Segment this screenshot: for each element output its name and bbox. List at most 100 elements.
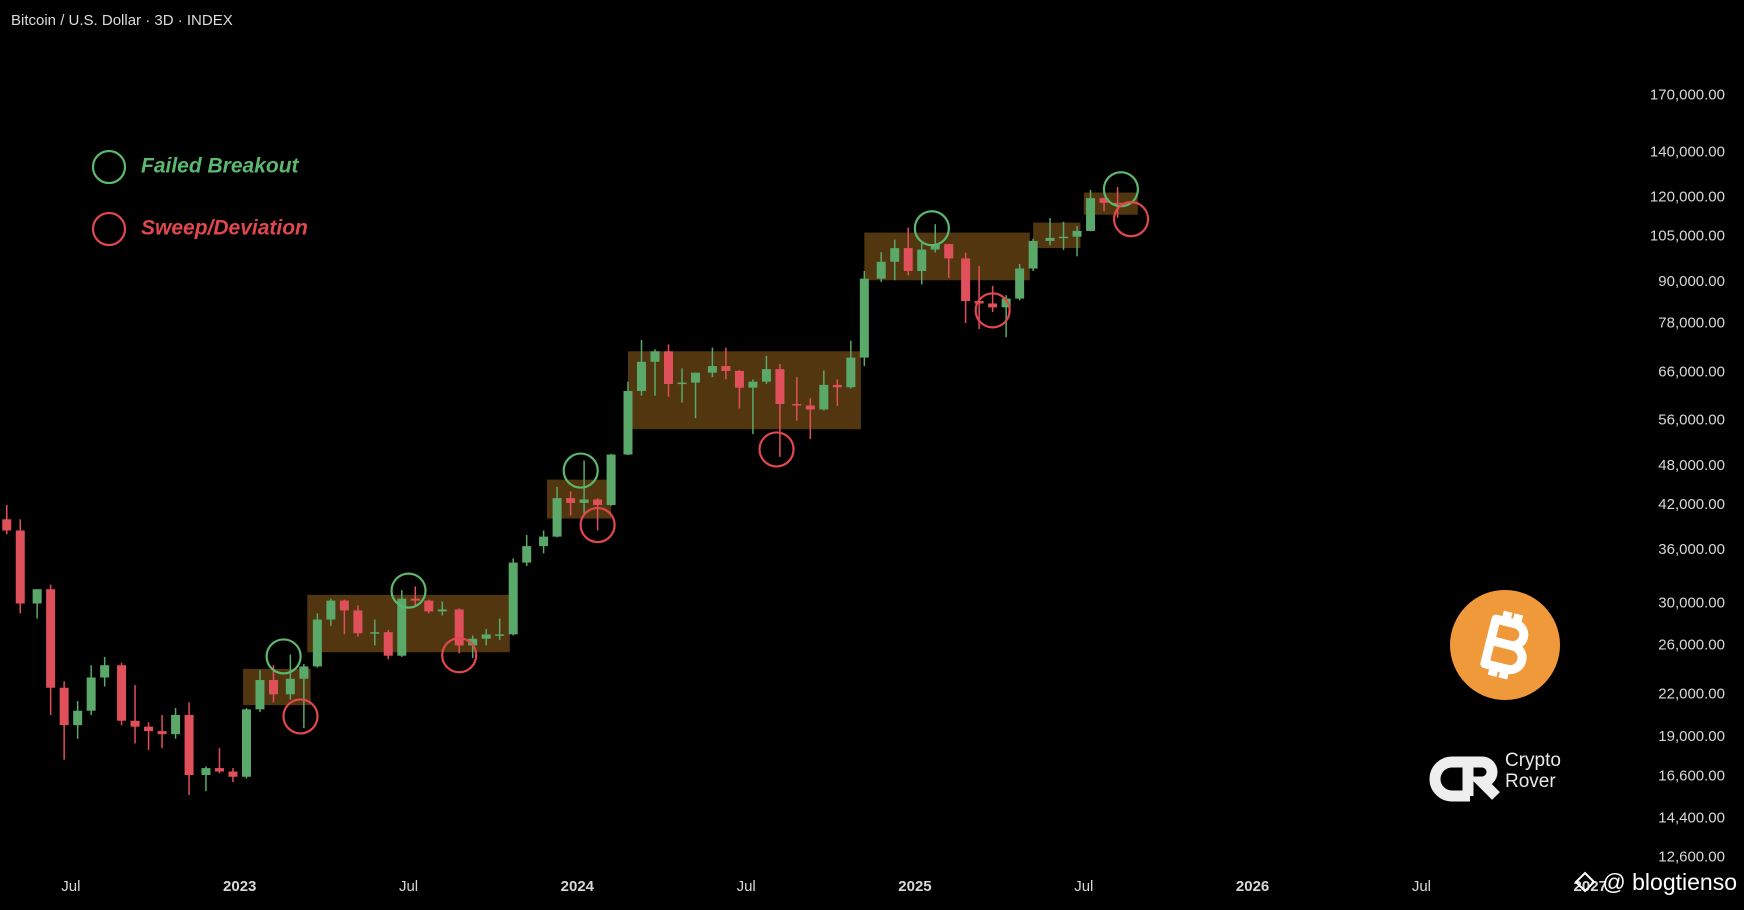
- candle-body: [481, 634, 491, 639]
- candle-body: [1086, 198, 1096, 231]
- candle-body: [890, 248, 900, 262]
- legend-label: Sweep/Deviation: [141, 217, 308, 240]
- candle-body: [59, 687, 69, 726]
- candle-body: [761, 369, 771, 382]
- candle-body: [650, 351, 660, 362]
- candle-body: [370, 632, 380, 634]
- candle-body: [664, 351, 674, 384]
- candle-body: [748, 381, 758, 388]
- y-tick-label: 12,600.00: [1658, 848, 1725, 865]
- annotation-circle: [282, 698, 319, 735]
- candle-body: [397, 598, 407, 656]
- brand-logo: Crypto Rover: [1429, 750, 1561, 802]
- candle-body: [437, 609, 447, 612]
- candle-body: [339, 600, 349, 611]
- candle-body: [579, 499, 589, 503]
- y-tick-label: 22,000.00: [1658, 685, 1725, 702]
- y-tick-label: 90,000.00: [1658, 273, 1725, 290]
- candle-body: [157, 731, 167, 735]
- candle-body: [144, 726, 154, 732]
- x-tick-label: Jul: [61, 878, 80, 895]
- y-tick-label: 66,000.00: [1658, 364, 1725, 381]
- plot-area: [2, 186, 1138, 795]
- y-tick-label: 42,000.00: [1658, 496, 1725, 513]
- candle-body: [859, 278, 869, 358]
- watermark: @ blogtienso: [1602, 869, 1737, 895]
- candle-body: [32, 589, 42, 604]
- zone: [307, 594, 510, 653]
- annotation-circle: [758, 431, 795, 468]
- candle-body: [930, 244, 940, 250]
- bitcoin-glyph: [1480, 610, 1529, 680]
- candle-body: [1015, 268, 1025, 299]
- candle-body: [606, 454, 616, 506]
- candle-body: [1113, 202, 1123, 205]
- zone: [1033, 222, 1081, 249]
- candle-body: [383, 632, 393, 656]
- candle-body: [846, 357, 856, 388]
- candle-body: [508, 562, 518, 635]
- x-tick-label: 2025: [898, 878, 931, 895]
- y-tick-label: 48,000.00: [1658, 457, 1725, 474]
- brand-mark: [1429, 756, 1470, 802]
- brand-text: Rover: [1505, 771, 1556, 792]
- candle-body: [495, 634, 505, 636]
- annotation-circle: [913, 210, 950, 247]
- candle-body: [130, 720, 140, 727]
- annotation-circle: [974, 292, 1011, 329]
- candle-body: [691, 372, 701, 383]
- candle-body: [707, 366, 717, 373]
- annotation-circle: [562, 452, 599, 489]
- candle-body: [522, 546, 532, 563]
- candle-body: [468, 638, 478, 646]
- candle-body: [775, 369, 785, 405]
- candle-body: [241, 709, 251, 777]
- candle-body: [623, 390, 633, 455]
- x-tick-label: Jul: [1412, 878, 1431, 895]
- legend-label: Failed Breakout: [141, 155, 300, 178]
- y-tick-label: 36,000.00: [1658, 541, 1725, 558]
- chart-title: Bitcoin / U.S. Dollar · 3D · INDEX: [11, 12, 233, 29]
- candle-body: [46, 589, 56, 688]
- candle-body: [15, 530, 25, 604]
- annotation-circle: [390, 572, 427, 609]
- y-tick-label: 170,000.00: [1650, 87, 1725, 104]
- candle-body: [86, 677, 96, 711]
- candle-body: [312, 619, 322, 667]
- candle-body: [184, 714, 194, 776]
- candle-body: [255, 680, 265, 710]
- x-tick-label: 2026: [1236, 878, 1269, 895]
- candle-body: [1028, 240, 1038, 269]
- annotation-circle: [441, 637, 478, 674]
- candle-body: [734, 370, 744, 388]
- candle-body: [792, 404, 802, 406]
- candle-body: [214, 768, 224, 772]
- candle-body: [832, 384, 842, 388]
- candle-body: [1001, 298, 1011, 308]
- candle-body: [721, 366, 731, 371]
- x-tick-label: 2023: [223, 878, 256, 895]
- y-tick-label: 19,000.00: [1658, 728, 1725, 745]
- candle-body: [988, 303, 998, 308]
- y-tick-label: 120,000.00: [1650, 189, 1725, 206]
- candle-body: [171, 714, 181, 735]
- y-tick-label: 105,000.00: [1650, 228, 1725, 245]
- y-tick-label: 26,000.00: [1658, 636, 1725, 653]
- candle-body: [552, 498, 562, 537]
- watermark-icon: [1574, 871, 1596, 893]
- candle-body: [353, 610, 363, 634]
- candle-body: [876, 261, 886, 279]
- candle-body: [1045, 237, 1055, 241]
- candle-body: [819, 384, 829, 410]
- candle-body: [228, 771, 238, 777]
- candle-body: [117, 665, 127, 721]
- candle-body: [201, 768, 211, 776]
- legend-marker: [91, 149, 127, 185]
- candle-body: [903, 248, 913, 272]
- y-tick-label: 140,000.00: [1650, 143, 1725, 160]
- candle-body: [285, 678, 295, 695]
- candle-body: [410, 598, 420, 601]
- candle-body: [268, 680, 278, 695]
